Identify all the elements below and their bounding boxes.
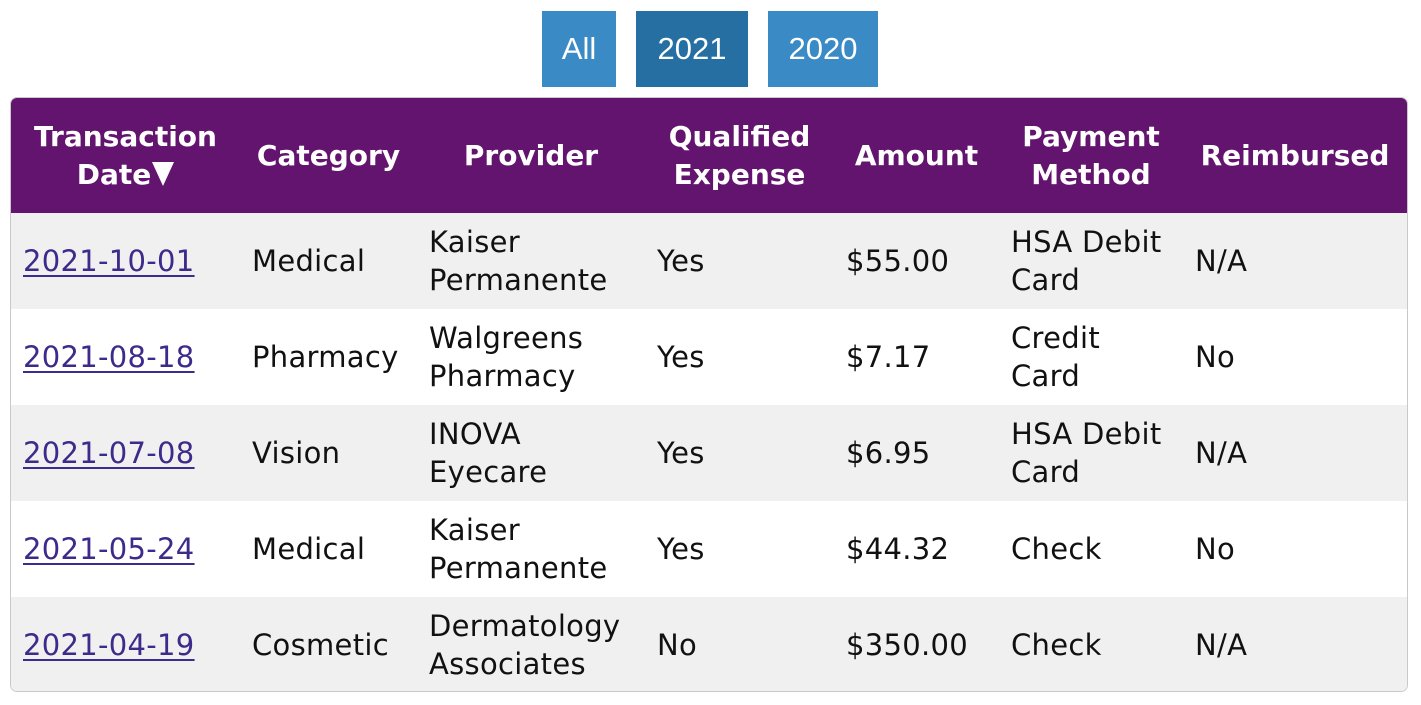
date-cell: 2021-08-18 [11,309,240,405]
transaction-date-link[interactable]: 2021-04-19 [23,628,195,662]
header-transaction-date[interactable]: Transaction Date [11,98,240,213]
table-row: 2021-04-19 Cosmetic Dermatology Associate… [11,597,1407,691]
payment-method-cell: HSA Debit Card [999,213,1183,309]
provider-cell: Walgreens Pharmacy [417,309,645,405]
header-row: Transaction Date Category Provider Quali… [11,98,1407,213]
payment-line1: Credit [1011,321,1101,355]
table-row: 2021-10-01 Medical Kaiser Permanente Yes … [11,213,1407,309]
qualified-cell: Yes [657,436,705,470]
table-body: 2021-10-01 Medical Kaiser Permanente Yes … [11,213,1407,691]
amount-cell: $44.32 [846,532,950,566]
payment-method-cell: Check [999,501,1183,597]
payment-method-cell: HSA Debit Card [999,405,1183,501]
filter-all-button[interactable]: All [542,11,616,87]
table-row: 2021-05-24 Medical Kaiser Permanente Yes … [11,501,1407,597]
amount-cell: $55.00 [846,244,950,278]
amount-cell: $350.00 [846,628,969,662]
payment-line2: Card [1011,359,1081,393]
category-cell: Pharmacy [252,340,399,374]
category-cell: Vision [252,436,341,470]
provider-line1: Dermatology [429,609,621,643]
date-cell: 2021-10-01 [11,213,240,309]
header-category[interactable]: Category [240,98,417,213]
table-row: 2021-08-18 Pharmacy Walgreens Pharmacy Ye… [11,309,1407,405]
provider-line2: Pharmacy [429,359,576,393]
transaction-date-link[interactable]: 2021-07-08 [23,436,195,470]
provider-line1: INOVA [429,417,521,451]
date-cell: 2021-05-24 [11,501,240,597]
provider-line2: Eyecare [429,455,548,489]
header-payment-line2: Method [1031,157,1151,191]
header-amount[interactable]: Amount [834,98,999,213]
payment-line2: Card [1011,455,1081,489]
payment-line1: HSA Debit [1011,417,1162,451]
reimbursed-cell: N/A [1195,628,1248,662]
provider-cell: Kaiser Permanente [417,213,645,309]
payment-line2: Card [1011,263,1081,297]
header-category-label: Category [256,138,401,172]
reimbursed-cell: No [1195,532,1236,566]
category-cell: Cosmetic [252,628,389,662]
table-row: 2021-07-08 Vision INOVA Eyecare Yes $6.95… [11,405,1407,501]
filter-2021-button[interactable]: 2021 [636,11,748,87]
header-date-line1: Transaction [34,119,217,153]
sort-descending-icon[interactable] [152,161,175,186]
payment-line1: Check [1011,628,1102,662]
header-reimbursed-label: Reimbursed [1200,138,1390,172]
reimbursed-cell: N/A [1195,436,1248,470]
qualified-cell: No [657,628,698,662]
transaction-date-link[interactable]: 2021-08-18 [23,340,195,374]
provider-cell: INOVA Eyecare [417,405,645,501]
amount-cell: $7.17 [846,340,931,374]
qualified-cell: Yes [657,532,705,566]
payment-line1: Check [1011,532,1102,566]
category-cell: Medical [252,244,366,278]
provider-cell: Dermatology Associates [417,597,645,691]
provider-cell: Kaiser Permanente [417,501,645,597]
category-cell: Medical [252,532,366,566]
provider-line2: Associates [429,647,586,681]
transaction-date-link[interactable]: 2021-10-01 [23,244,195,278]
date-cell: 2021-07-08 [11,405,240,501]
provider-line1: Kaiser [429,513,521,547]
transactions-table: Transaction Date Category Provider Quali… [11,98,1407,691]
provider-line2: Permanente [429,263,608,297]
payment-line1: HSA Debit [1011,225,1162,259]
header-amount-label: Amount [854,138,979,172]
table-header: Transaction Date Category Provider Quali… [11,98,1407,213]
filter-2020-button[interactable]: 2020 [768,11,878,87]
transactions-table-container: Transaction Date Category Provider Quali… [10,97,1408,692]
transaction-date-link[interactable]: 2021-05-24 [23,532,195,566]
year-filter-bar: All 2021 2020 [0,11,1421,87]
provider-line1: Kaiser [429,225,521,259]
header-provider[interactable]: Provider [417,98,645,213]
header-qualified-line1: Qualified [668,119,811,153]
header-reimbursed[interactable]: Reimbursed [1183,98,1407,213]
header-qualified-line2: Expense [673,157,806,191]
amount-cell: $6.95 [846,436,931,470]
reimbursed-cell: No [1195,340,1236,374]
header-payment-method[interactable]: Payment Method [999,98,1183,213]
header-date-line2: Date [76,157,152,191]
provider-line2: Permanente [429,551,608,585]
qualified-cell: Yes [657,340,705,374]
provider-line1: Walgreens [429,321,584,355]
header-payment-line1: Payment [1022,119,1160,153]
header-provider-label: Provider [463,138,599,172]
payment-method-cell: Credit Card [999,309,1183,405]
header-qualified-expense[interactable]: Qualified Expense [645,98,834,213]
qualified-cell: Yes [657,244,705,278]
payment-method-cell: Check [999,597,1183,691]
date-cell: 2021-04-19 [11,597,240,691]
reimbursed-cell: N/A [1195,244,1248,278]
